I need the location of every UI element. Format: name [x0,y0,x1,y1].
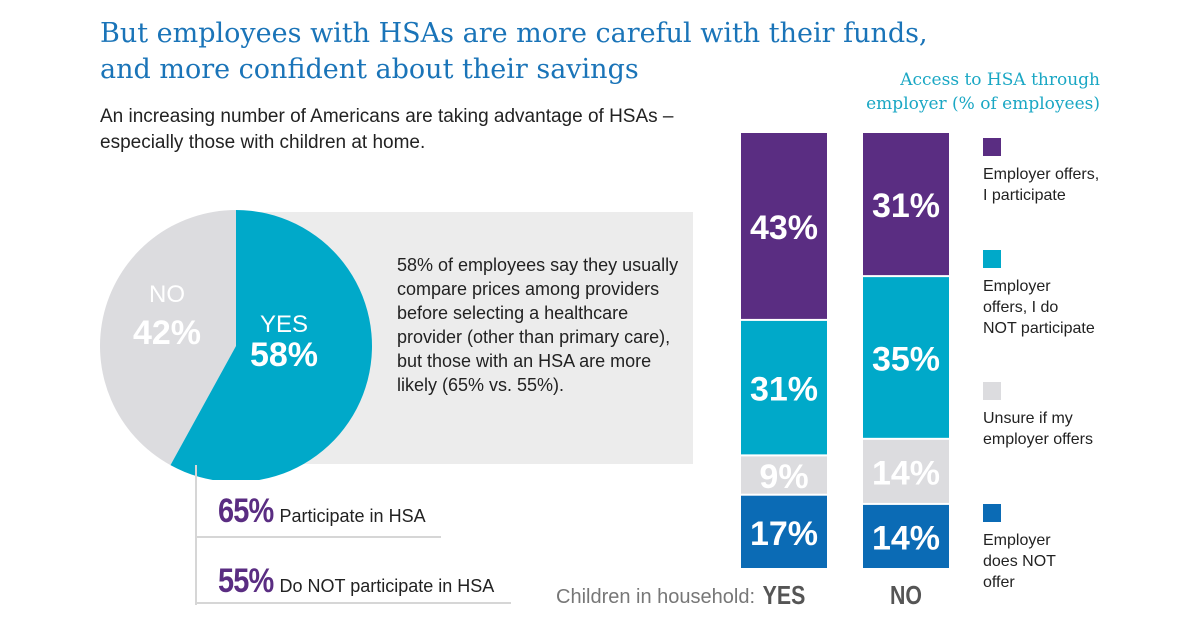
participation-label: Do NOT participate in HSA [279,576,495,596]
legend-item: Employer offers, I do NOT participate [983,250,1183,339]
bracket-line [195,465,197,605]
legend-swatch [983,382,1001,400]
bar-segment-yes-0 [741,133,827,319]
pie-no-label: NO [149,281,185,308]
bar-value-label: 9% [759,458,808,496]
divider-1 [197,536,441,538]
legend-swatch [983,504,1001,522]
bar-segment-no-1 [863,277,949,438]
bar-category-label: NO [890,580,922,610]
pie-yes-label: YES [260,311,308,338]
bar-value-label: 43% [750,209,818,247]
bar-segment-no-3 [863,504,949,568]
legend-label: Unsure if my employer offers [983,410,1093,448]
divider-2 [197,602,511,604]
legend-swatch [983,138,1001,156]
participation-row-2: 55% Do NOT participate in HSA [218,562,494,601]
bar-segment-yes-3 [741,495,827,568]
participation-pct: 65% [218,492,274,530]
bar-value-label: 17% [750,515,818,553]
participation-row-1: 65% Participate in HSA [218,492,426,531]
bar-category-label: YES [762,580,806,610]
legend-label: Employer offers, I do NOT participate [983,278,1095,337]
legend-title: Access to HSA through employer (% of emp… [866,70,1100,114]
participation-label: Participate in HSA [279,506,426,526]
pie-slice-no [100,210,236,466]
bar-segment-yes-2 [741,456,827,494]
legend-swatch [983,250,1001,268]
legend-label: Employer does NOT offer [983,532,1056,591]
bar-segment-yes-1 [741,320,827,455]
bar-value-label: 31% [750,371,818,409]
bar-value-label: 14% [872,454,940,492]
price-comparison-note: 58% of employees say they usually compar… [397,255,679,395]
x-axis-label: Children in household: [556,586,756,608]
subtitle: An increasing number of Americans are ta… [100,106,674,153]
page-title: But employees with HSAs are more careful… [100,16,1000,88]
participation-pct: 55% [218,562,274,600]
bar-segment-no-2 [863,439,949,503]
bar-segment-no-0 [863,133,949,276]
pie-slice-yes [170,210,372,480]
bar-value-label: 14% [872,519,940,557]
pie-yes-pct: 58% [250,336,318,374]
legend-item: Employer does NOT offer [983,504,1183,593]
hsa-pie-chart: YES 58% NO 42% [100,210,372,480]
legend-item: Employer offers, I participate [983,138,1183,206]
bar-value-label: 35% [872,340,940,378]
title-line-2: and more confident about their savings [100,54,639,85]
pie-no-pct: 42% [133,314,201,352]
legend-item: Unsure if my employer offers [983,382,1183,450]
legend-label: Employer offers, I participate [983,166,1100,204]
bar-value-label: 31% [872,187,940,225]
title-line-1: But employees with HSAs are more careful… [100,18,928,49]
